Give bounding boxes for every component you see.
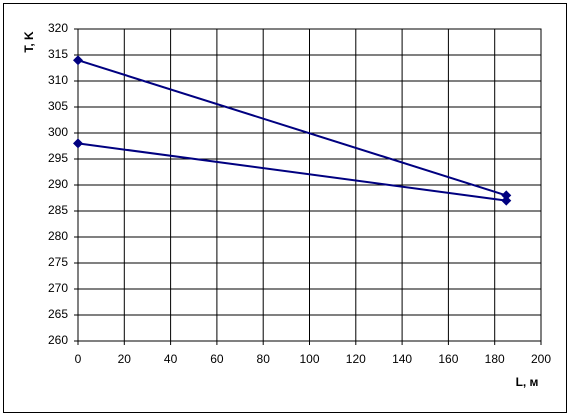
x-tick-label: 160 xyxy=(438,352,458,366)
y-tick-label: 290 xyxy=(48,177,68,191)
point-marker xyxy=(501,190,512,201)
y-tick-label: 285 xyxy=(48,203,68,217)
x-axis-label: L, м xyxy=(516,375,539,389)
x-tick-label: 100 xyxy=(299,352,319,366)
y-tick-label: 275 xyxy=(48,255,68,269)
y-tick-label: 295 xyxy=(48,151,68,165)
y-tick-label: 300 xyxy=(48,125,68,139)
y-tick-label: 315 xyxy=(48,47,68,61)
x-tick-label: 120 xyxy=(346,352,366,366)
x-tick-label: 200 xyxy=(531,352,551,366)
series-line xyxy=(77,142,507,202)
x-tick-label: 60 xyxy=(210,352,224,366)
x-tick-label: 20 xyxy=(118,352,132,366)
y-axis-label: T, K xyxy=(22,31,36,53)
x-tick-label: 180 xyxy=(485,352,505,366)
point-marker xyxy=(73,55,83,66)
y-tick-label: 260 xyxy=(48,333,68,347)
y-tick-label: 280 xyxy=(48,229,68,243)
y-tick-label: 320 xyxy=(48,21,68,35)
series-line xyxy=(77,59,507,197)
y-tick-label: 270 xyxy=(48,281,68,295)
x-tick-label: 0 xyxy=(75,352,82,366)
plot-border xyxy=(77,28,542,342)
y-tick-label: 305 xyxy=(48,99,68,113)
x-tick-label: 140 xyxy=(392,352,412,366)
x-tick-label: 80 xyxy=(257,352,271,366)
point-marker xyxy=(501,195,512,206)
point-marker xyxy=(73,138,83,149)
chart-border xyxy=(3,3,567,413)
y-tick-label: 265 xyxy=(48,307,68,321)
y-tick-label: 310 xyxy=(48,73,68,87)
x-tick-label: 40 xyxy=(164,352,178,366)
